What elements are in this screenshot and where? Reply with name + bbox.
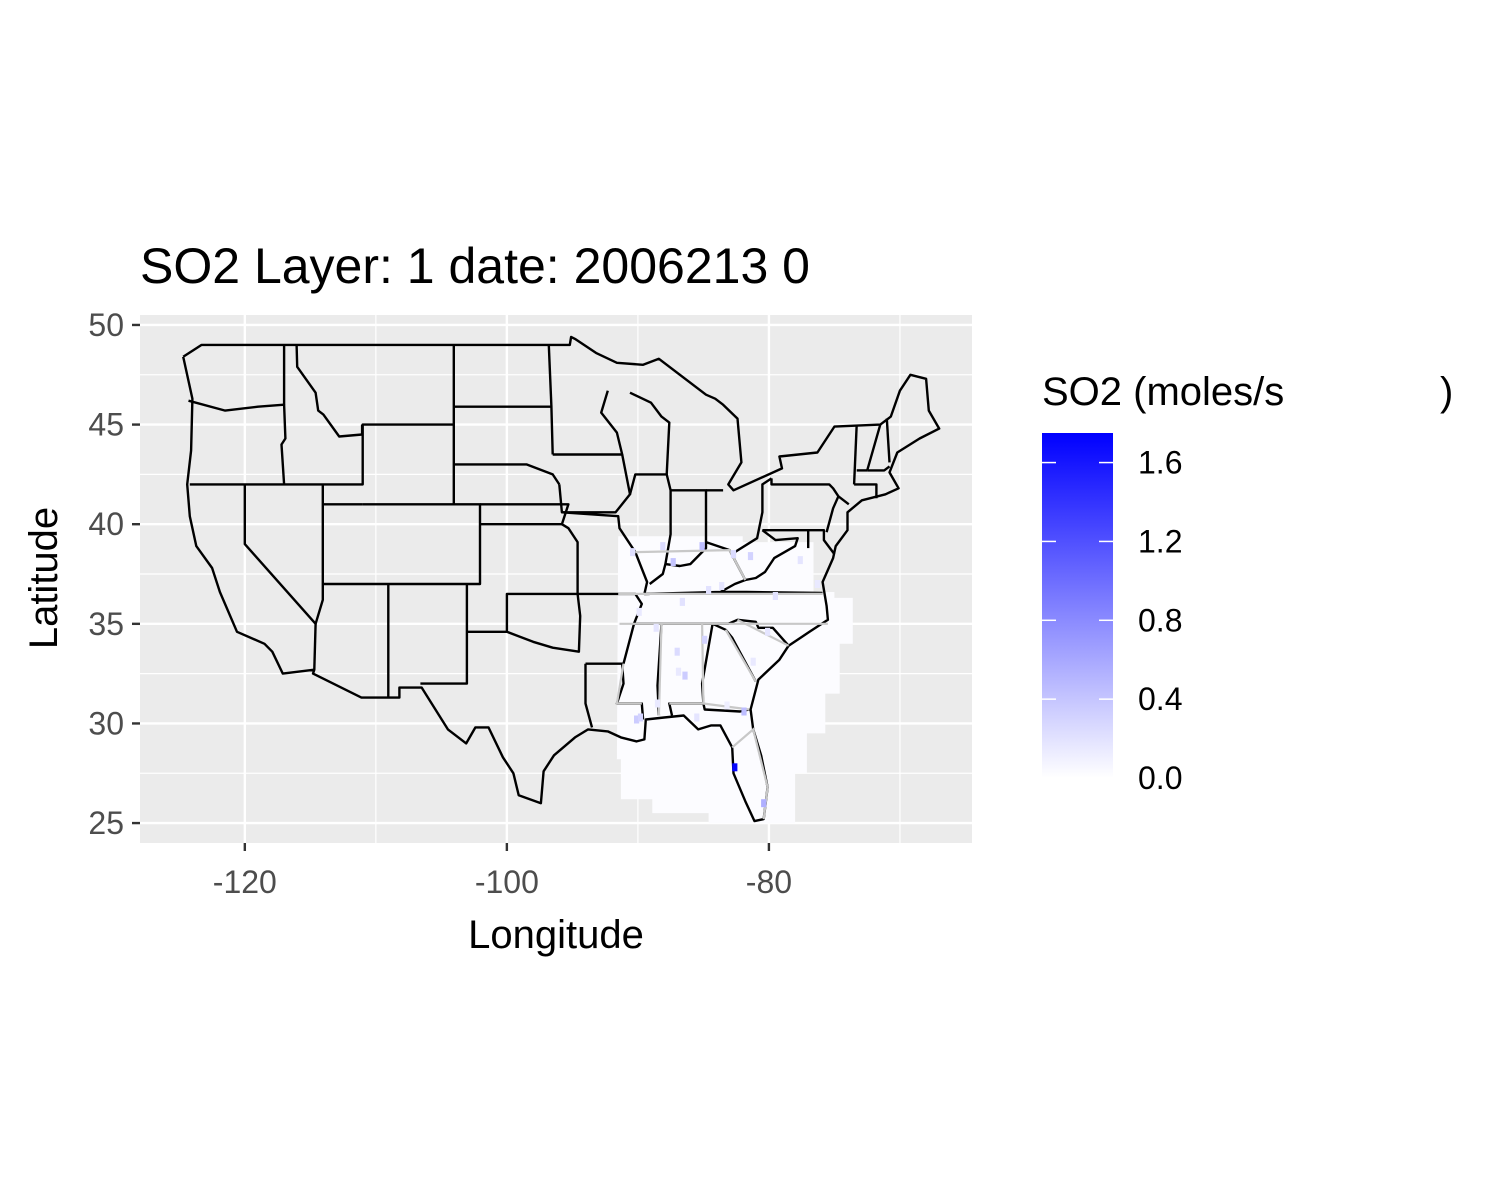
- so2-cell: [671, 558, 676, 566]
- so2-cell: [655, 700, 660, 708]
- colorbar: [1042, 433, 1113, 778]
- x-axis: -120 -100 -80: [213, 843, 792, 900]
- panel-background: [140, 315, 972, 843]
- legend-tick-label: 0.4: [1138, 681, 1182, 717]
- so2-cell: [765, 628, 770, 636]
- y-tick-label: 30: [88, 705, 124, 741]
- so2-cell: [748, 552, 753, 560]
- y-tick-label: 25: [88, 805, 124, 841]
- so2-cell: [630, 548, 635, 556]
- so2-cell: [751, 658, 756, 666]
- y-tick-label: 35: [88, 606, 124, 642]
- so2-cell: [741, 708, 746, 716]
- so2-cell: [637, 608, 642, 616]
- legend-tick-label: 0.0: [1138, 760, 1182, 796]
- x-tick-label: -80: [746, 864, 792, 900]
- so2-cell: [694, 714, 699, 722]
- legend-tick-label: 1.2: [1138, 523, 1182, 559]
- so2-cell: [675, 648, 680, 656]
- so2-cell: [682, 672, 687, 680]
- colorbar-legend: SO2 (moles/s ) 0.0 0.4 0.8 1.2 1.6: [1042, 370, 1453, 796]
- x-tick-label: -100: [475, 864, 539, 900]
- x-axis-label: Longitude: [468, 913, 644, 957]
- x-tick-label: -120: [213, 864, 277, 900]
- so2-cell: [815, 580, 820, 588]
- so2-cell: [676, 668, 681, 676]
- so2-cell: [680, 598, 685, 606]
- so2-cell: [773, 592, 778, 600]
- so2-cell: [798, 556, 803, 564]
- so2-cell: [654, 624, 659, 632]
- y-tick-label: 40: [88, 506, 124, 542]
- legend-tick-label: 1.6: [1138, 445, 1182, 481]
- plot-panel: [140, 315, 972, 843]
- chart-title: SO2 Layer: 1 date: 2006213 0: [140, 238, 810, 294]
- y-tick-label: 45: [88, 407, 124, 443]
- so2-cell: [731, 550, 736, 558]
- legend-tick-label: 0.8: [1138, 602, 1182, 638]
- so2-cell: [702, 636, 707, 644]
- so2-cell: [638, 714, 643, 722]
- so2-cell: [660, 542, 665, 550]
- so2-cell: [719, 582, 724, 590]
- y-tick-label: 50: [88, 307, 124, 343]
- so2-cell: [700, 542, 705, 550]
- so2-cell: [732, 763, 737, 771]
- so2-cell: [724, 702, 729, 710]
- state-boundary: [314, 624, 315, 670]
- y-axis-label: Latitude: [22, 507, 66, 649]
- legend-title-suffix: ): [1440, 370, 1453, 414]
- state-boundary: [720, 592, 822, 593]
- so2-cell: [706, 586, 711, 594]
- legend-title: SO2 (moles/s: [1042, 370, 1284, 414]
- y-axis: 25 30 35 40 45 50: [88, 307, 140, 841]
- so2-cell: [761, 799, 766, 807]
